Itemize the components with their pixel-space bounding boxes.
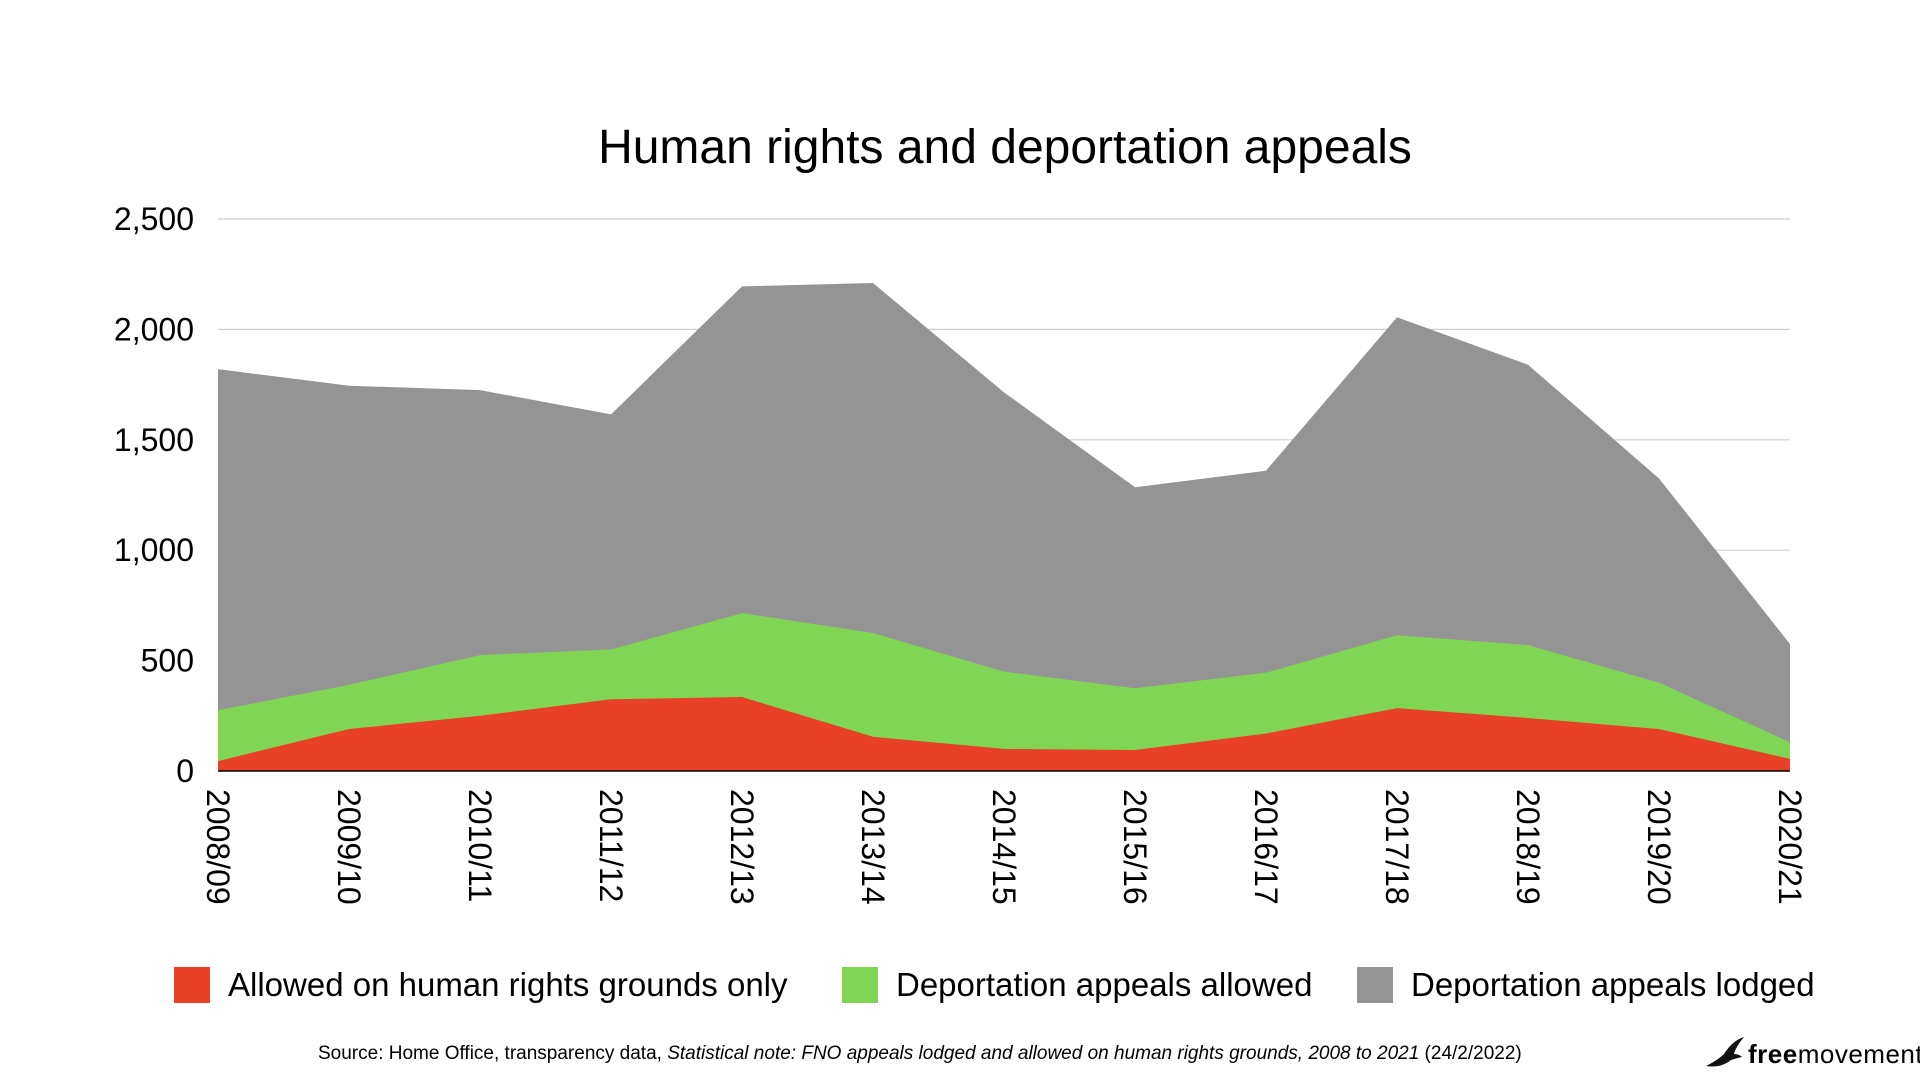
y-tick-label-3: 1,500 <box>114 422 194 458</box>
source-prefix: Source: Home Office, transparency data, <box>318 1043 668 1064</box>
source-note: Source: Home Office, transparency data, … <box>318 1043 1522 1065</box>
legend-item-2: Deportation appeals lodged <box>1357 966 1815 1004</box>
legend-label: Allowed on human rights grounds only <box>228 966 788 1003</box>
bird-icon <box>1706 1037 1744 1067</box>
source-suffix: (24/2/2022) <box>1419 1043 1522 1064</box>
legend-swatch <box>174 967 210 1003</box>
area-allowed-on-human-rights-grounds-only <box>218 697 1790 771</box>
source-italic: Statistical note: FNO appeals lodged and… <box>667 1043 1420 1064</box>
x-tick-label-2: 2010/11 <box>462 789 498 902</box>
free-movement-logo: freemovement <box>1704 1036 1920 1072</box>
x-tick-label-3: 2011/12 <box>593 789 629 902</box>
logo-text-regular: movement <box>1797 1038 1920 1069</box>
logo-text-bold: free <box>1748 1038 1798 1069</box>
x-tick-label-12: 2020/21 <box>1772 789 1808 905</box>
x-axis-tick-labels: 2008/09 2009/10 2010/11 2011/12 2012/13 2013/… <box>200 789 1808 905</box>
legend-label: Deportation appeals lodged <box>1411 966 1815 1003</box>
legend-swatch <box>842 967 878 1003</box>
legend: Allowed on human rights grounds only Depo… <box>0 966 1920 1016</box>
x-tick-label-5: 2013/14 <box>855 789 891 905</box>
legend-item-1: Deportation appeals allowed <box>842 966 1312 1004</box>
x-tick-label-8: 2016/17 <box>1248 789 1284 905</box>
y-tick-label-4: 2,000 <box>114 311 194 347</box>
x-tick-label-10: 2018/19 <box>1510 789 1546 905</box>
x-tick-label-4: 2012/13 <box>724 789 760 905</box>
legend-label: Deportation appeals allowed <box>896 966 1313 1003</box>
logo-text: freemovement <box>1748 1039 1920 1070</box>
y-tick-label-0: 0 <box>176 753 194 789</box>
x-tick-label-1: 2009/10 <box>331 789 367 905</box>
x-tick-label-6: 2014/15 <box>986 789 1022 905</box>
x-tick-label-9: 2017/18 <box>1379 789 1415 905</box>
x-tick-label-0: 2008/09 <box>200 789 236 905</box>
y-tick-label-5: 2,500 <box>114 201 194 237</box>
y-tick-label-2: 1,000 <box>114 532 194 568</box>
y-tick-label-1: 500 <box>141 643 194 679</box>
x-tick-label-11: 2019/20 <box>1641 789 1677 905</box>
area-series <box>218 283 1790 771</box>
legend-item-0: Allowed on human rights grounds only <box>174 966 788 1004</box>
chart-title: Human rights and deportation appeals <box>598 121 1412 174</box>
legend-swatch <box>1357 967 1393 1003</box>
y-axis-tick-labels: 0 500 1,000 1,500 2,000 2,500 <box>114 201 194 789</box>
x-tick-label-7: 2015/16 <box>1117 789 1153 905</box>
